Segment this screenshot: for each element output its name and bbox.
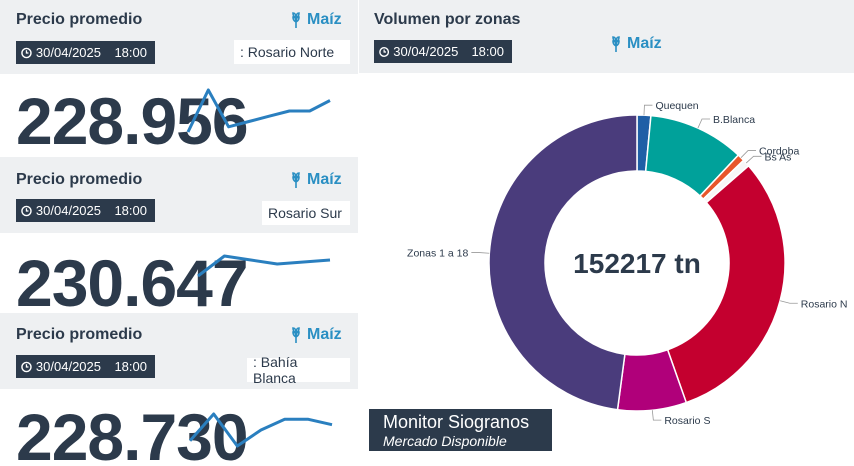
product-link[interactable]: Maíz [609, 35, 662, 53]
slice-label: Rosario N [801, 298, 848, 310]
slice-label: Bs As [765, 151, 792, 163]
slice-label: Quequen [655, 100, 698, 112]
wheat-icon [612, 36, 620, 52]
zone-label: : Rosario Norte [234, 40, 350, 64]
donut-slice[interactable] [488, 114, 638, 411]
date-text: 30/04/2025 [35, 45, 101, 60]
sparkline-path [188, 412, 333, 448]
product-link[interactable]: Maíz [289, 11, 342, 29]
slice-label: Zonas 1 a 18 [407, 248, 468, 260]
zone-label: Rosario Sur [262, 201, 350, 225]
slice-leader-line [651, 410, 662, 421]
date-badge: 30/04/2025 18:00 [16, 199, 155, 222]
slice-label: Rosario S [664, 415, 710, 427]
date-text: 30/04/2025 [393, 44, 459, 59]
price-value: 228.956 [16, 88, 248, 154]
product-link[interactable]: Maíz [289, 326, 342, 344]
slice-label: Cordoba [759, 146, 799, 158]
time-text: 18:00 [114, 359, 147, 374]
slice-leader-line [745, 155, 762, 164]
card-title: Precio promedio [16, 326, 143, 343]
price-value: 228.730 [16, 404, 248, 466]
card-title: Precio promedio [16, 171, 143, 188]
product-link[interactable]: Maíz [289, 171, 342, 189]
slice-leader-line [643, 104, 653, 116]
product-label: Maíz [307, 171, 342, 188]
date-badge: 30/04/2025 18:00 [374, 40, 512, 63]
clock-icon [21, 361, 32, 372]
zone-label: : Bahía Blanca [247, 354, 350, 386]
wheat-icon [292, 12, 300, 28]
sparkline-path [197, 254, 331, 278]
wheat-icon [292, 172, 300, 188]
slice-leader-line [471, 252, 490, 254]
slice-leader-line [780, 300, 798, 304]
volume-title: Volumen por zonas [374, 11, 521, 28]
price-value: 230.647 [16, 250, 248, 310]
date-badge: 30/04/2025 18:00 [16, 41, 155, 64]
time-text: 18:00 [114, 45, 147, 60]
price-sparkline [186, 88, 331, 133]
clock-icon [21, 205, 32, 216]
monitor-title: Monitor Siogranos [383, 412, 530, 432]
monitor-badge: Monitor Siogranos Mercado Disponible [369, 409, 552, 451]
clock-icon [21, 47, 32, 58]
slice-leader-line [740, 150, 757, 158]
date-badge: 30/04/2025 18:00 [16, 355, 155, 378]
sparkline-path [186, 88, 331, 133]
product-label: Maíz [627, 35, 662, 52]
wheat-icon [292, 327, 300, 343]
price-sparkline [197, 254, 331, 278]
date-text: 30/04/2025 [35, 359, 101, 374]
slice-label: B.Blanca [713, 114, 755, 126]
date-text: 30/04/2025 [35, 203, 101, 218]
slice-leader-line [697, 118, 711, 129]
time-text: 18:00 [114, 203, 147, 218]
donut-slice[interactable] [666, 164, 786, 404]
clock-icon [379, 46, 390, 57]
price-sparkline [188, 412, 333, 448]
product-label: Maíz [307, 326, 342, 343]
product-label: Maíz [307, 11, 342, 28]
monitor-subtitle: Mercado Disponible [383, 433, 507, 449]
total-volume-label: 152217 tn [573, 248, 701, 279]
time-text: 18:00 [471, 44, 504, 59]
card-title: Precio promedio [16, 11, 143, 28]
